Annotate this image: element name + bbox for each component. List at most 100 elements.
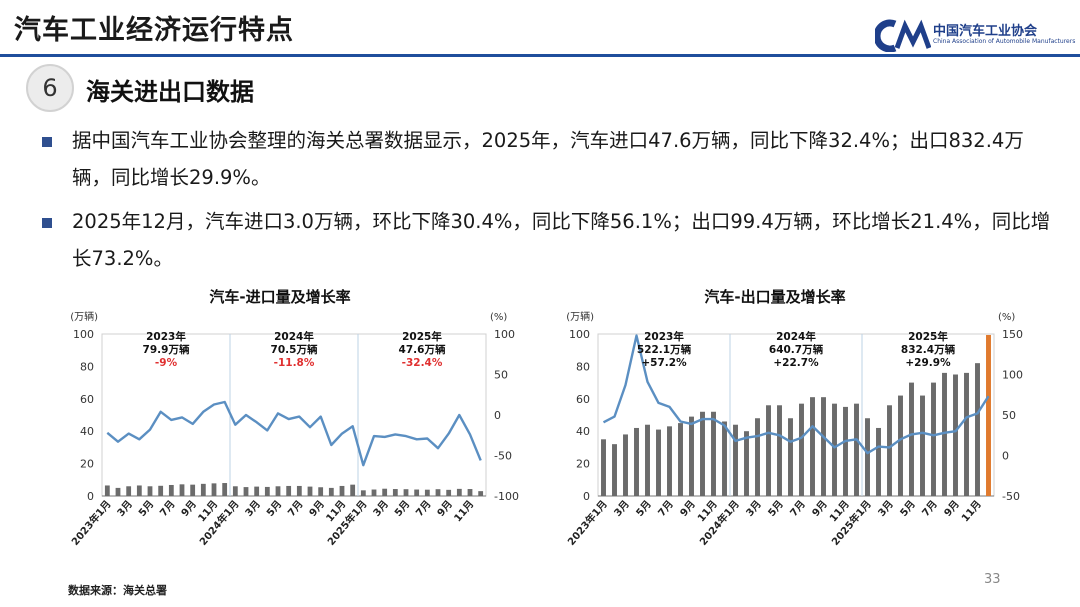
- annotation-year: 2023年: [644, 330, 684, 343]
- y-right-tick-label: 50: [494, 369, 508, 382]
- bar: [307, 486, 313, 496]
- header-divider: [0, 54, 1080, 57]
- annotation-year: 2025年: [402, 330, 442, 343]
- y-left-unit-label: (万辆): [566, 310, 594, 323]
- annotation-total: 640.7万辆: [769, 343, 824, 356]
- x-tick-label: 7月: [286, 498, 306, 519]
- bar: [601, 439, 606, 496]
- caam-logo-icon: [875, 19, 931, 52]
- annotation-total: 47.6万辆: [399, 343, 446, 356]
- bar: [392, 489, 398, 496]
- bar: [126, 486, 132, 496]
- annotation-growth: +57.2%: [641, 357, 687, 369]
- x-tick-label: 7月: [788, 498, 808, 519]
- annotation-year: 2024年: [776, 330, 816, 343]
- bullet-text: 2025年12月，汽车进口3.0万辆，环比下降30.4%，同比下降56.1%；出…: [72, 210, 1051, 270]
- y-left-tick-label: 60: [80, 393, 94, 406]
- y-right-tick-label: -100: [494, 490, 519, 503]
- x-tick-label: 3月: [371, 498, 391, 519]
- x-tick-label: 3月: [612, 498, 632, 519]
- bar: [232, 486, 238, 496]
- bar: [168, 484, 174, 496]
- bar: [920, 395, 925, 496]
- x-tick-label: 5月: [634, 498, 654, 519]
- y-right-tick-label: 100: [494, 328, 515, 341]
- bar: [254, 486, 260, 496]
- y-right-tick-label: 100: [1002, 369, 1023, 382]
- x-tick-label: 9月: [179, 498, 199, 519]
- bar: [788, 418, 793, 496]
- slide-title: 汽车工业经济运行特点: [14, 15, 294, 46]
- bar: [909, 382, 914, 496]
- annotation-total: 79.9万辆: [143, 343, 190, 356]
- y-left-tick-label: 20: [576, 458, 590, 471]
- bar: [211, 483, 217, 496]
- x-tick-label: 9月: [307, 498, 327, 519]
- x-tick-label: 11月: [959, 498, 984, 524]
- bar: [147, 486, 153, 496]
- y-left-tick-label: 100: [73, 328, 94, 341]
- bullet-item: 2025年12月，汽车进口3.0万辆，环比下降30.4%，同比下降56.1%；出…: [42, 203, 1052, 277]
- logo-text-cn: 中国汽车工业协会: [933, 24, 1038, 39]
- bar: [832, 403, 837, 496]
- bar: [931, 382, 936, 496]
- y-left-tick-label: 20: [80, 458, 94, 471]
- bullet-square-icon: [42, 218, 52, 228]
- x-tick-label: 3月: [876, 498, 896, 519]
- bar: [986, 334, 991, 496]
- y-right-unit-label: (%): [490, 312, 507, 323]
- bar: [964, 372, 969, 496]
- growth-rate-line: [106, 400, 482, 467]
- annotation-total: 522.1万辆: [637, 343, 692, 356]
- section-number-badge: 6: [26, 64, 74, 112]
- y-left-unit-label: (万辆): [70, 310, 98, 323]
- bar: [645, 424, 650, 496]
- y-left-tick-label: 80: [80, 360, 94, 373]
- bar: [711, 411, 716, 496]
- bar: [360, 490, 366, 496]
- x-tick-label: 5月: [898, 498, 918, 519]
- bar: [887, 405, 892, 496]
- bar: [854, 403, 859, 496]
- y-right-tick-label: 50: [1002, 409, 1016, 422]
- bar: [634, 427, 639, 496]
- x-tick-label: 2023年1月: [565, 498, 610, 548]
- bar: [810, 397, 815, 496]
- bar: [435, 489, 441, 496]
- x-tick-label: 7月: [158, 498, 178, 519]
- y-left-tick-label: 80: [576, 360, 590, 373]
- annotation-total: 70.5万辆: [271, 343, 318, 356]
- x-tick-label: 9月: [678, 498, 698, 519]
- y-right-tick-label: 0: [494, 409, 501, 422]
- bar: [275, 486, 281, 496]
- section-title: 海关进出口数据: [86, 78, 254, 106]
- annotation-year: 2025年: [908, 330, 948, 343]
- x-tick-label: 9月: [435, 498, 455, 519]
- annotation-year: 2023年: [146, 330, 186, 343]
- bar: [799, 403, 804, 496]
- bar: [264, 486, 270, 496]
- y-left-tick-label: 40: [576, 425, 590, 438]
- bar: [158, 485, 164, 496]
- bar: [222, 483, 228, 496]
- bar: [115, 487, 121, 496]
- x-tick-label: 5月: [136, 498, 156, 519]
- bar: [656, 429, 661, 496]
- annotation-growth: -9%: [155, 357, 178, 369]
- bar: [667, 426, 672, 496]
- bar: [243, 487, 249, 496]
- x-tick-label: 3月: [243, 498, 263, 519]
- bar: [179, 484, 185, 496]
- bar: [744, 431, 749, 496]
- x-tick-label: 7月: [656, 498, 676, 519]
- x-tick-label: 3月: [744, 498, 764, 519]
- bar: [777, 405, 782, 496]
- bar: [382, 488, 388, 496]
- data-source-note: 数据来源：海关总署: [68, 584, 167, 597]
- y-left-tick-label: 60: [576, 393, 590, 406]
- bar: [612, 444, 617, 496]
- bar: [446, 489, 452, 496]
- x-tick-label: 7月: [414, 498, 434, 519]
